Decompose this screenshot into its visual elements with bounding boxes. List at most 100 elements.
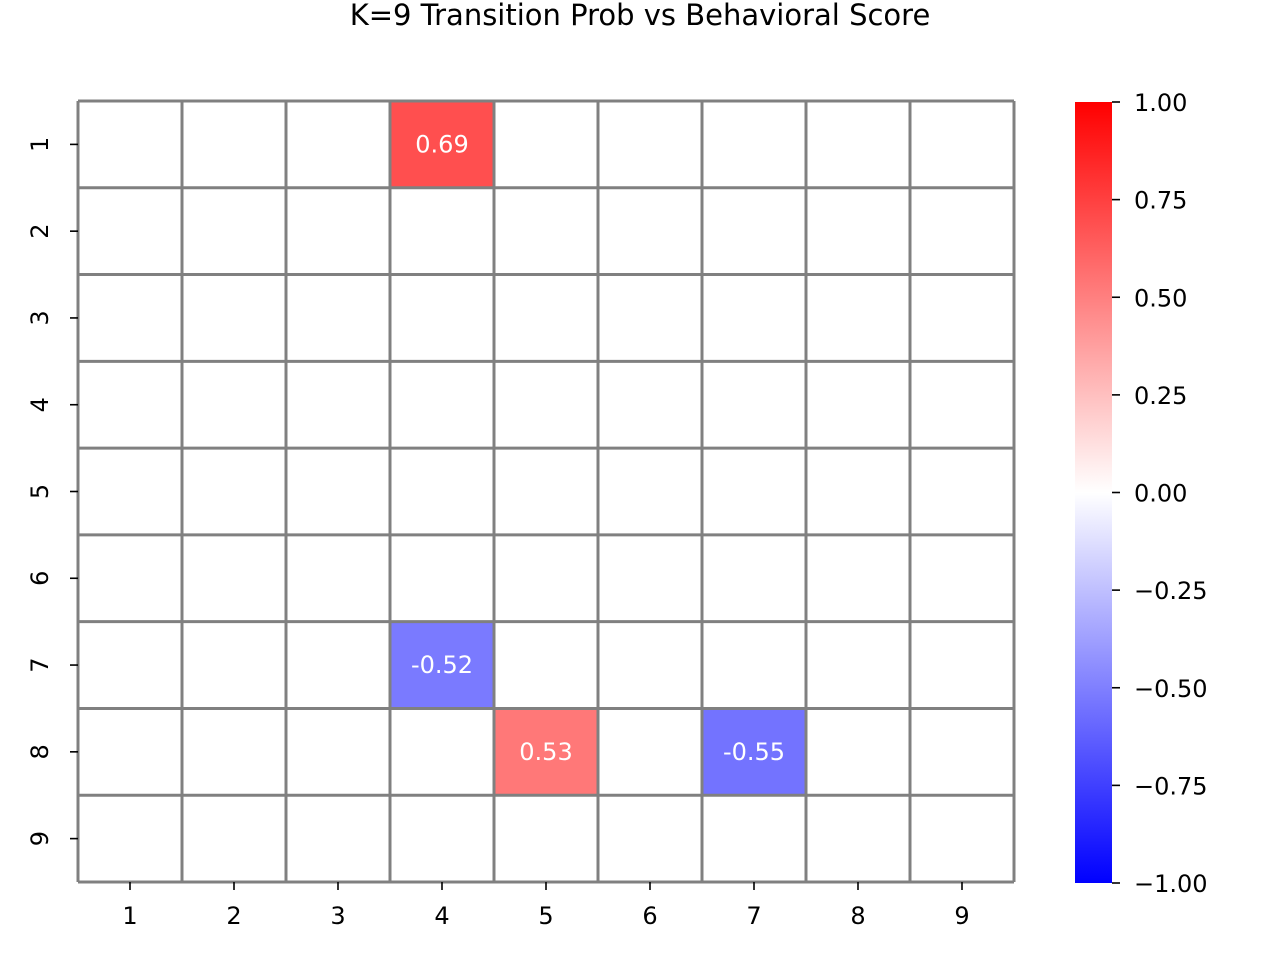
heatmap-cell-r2-c1 [78, 187, 182, 275]
heatmap-cell-r5-c8 [806, 448, 910, 535]
heatmap-cell-r1-c1 [78, 101, 182, 188]
heatmap-cell-r4-c7 [702, 361, 806, 449]
heatmap-cell-r2-c7 [702, 187, 806, 275]
heatmap-cell-r9-c6 [598, 795, 702, 882]
heatmap-cell-r9-c1 [78, 795, 182, 882]
x-tick-label: 3 [330, 902, 345, 930]
heatmap-cell-r4-c4 [390, 361, 494, 449]
heatmap-cell-r6-c1 [78, 534, 182, 622]
colorbar-tick-label: −1.00 [1134, 870, 1208, 898]
heatmap-cell-r1-c4 [390, 101, 494, 188]
heatmap-cell-r1-c7 [702, 101, 806, 188]
heatmap-cell-r6-c7 [702, 534, 806, 622]
heatmap-cell-r5-c4 [390, 448, 494, 535]
x-tick-label: 1 [122, 902, 137, 930]
heatmap-cell-r6-c2 [182, 534, 286, 622]
heatmap-cells [78, 101, 1014, 882]
heatmap-cell-r3-c6 [598, 274, 702, 362]
heatmap-cell-r3-c2 [182, 274, 286, 362]
heatmap-cell-labels: 0.69 -0.52 0.53 -0.55 [411, 130, 785, 765]
colorbar-tick-label: 0.25 [1134, 382, 1187, 410]
heatmap-cell-r7-c6 [598, 621, 702, 709]
heatmap-cell-r4-c6 [598, 361, 702, 449]
y-tick-label: 3 [26, 310, 54, 325]
heatmap-cell-r9-c5 [494, 795, 598, 882]
heatmap-cell-r7-c4 [390, 621, 494, 709]
x-tick-label: 5 [538, 902, 553, 930]
heatmap-cell-r4-c5 [494, 361, 598, 449]
cell-value-label: 0.69 [415, 130, 468, 158]
heatmap-cell-r3-c1 [78, 274, 182, 362]
x-tick-label: 9 [954, 902, 969, 930]
heatmap-cell-r9-c3 [286, 795, 390, 882]
heatmap-cell-r4-c2 [182, 361, 286, 449]
heatmap-cell-r7-c5 [494, 621, 598, 709]
heatmap-cell-r9-c7 [702, 795, 806, 882]
heatmap-cell-r3-c7 [702, 274, 806, 362]
y-tick-label: 5 [26, 484, 54, 499]
heatmap-cell-r5-c3 [286, 448, 390, 535]
heatmap-cell-r1-c3 [286, 101, 390, 188]
heatmap-cell-r5-c6 [598, 448, 702, 535]
heatmap-cell-r8-c7 [702, 708, 806, 796]
heatmap-cell-r7-c3 [286, 621, 390, 709]
colorbar-tick-label: 0.00 [1134, 480, 1187, 508]
cell-value-label: -0.55 [723, 738, 785, 766]
heatmap-cell-r9-c4 [390, 795, 494, 882]
x-tick-label: 2 [226, 902, 241, 930]
x-tick-label: 8 [850, 902, 865, 930]
x-axis-ticks: 1 2 3 4 5 6 7 8 9 [122, 882, 970, 930]
y-tick-label: 4 [26, 397, 54, 412]
heatmap-cell-r4-c8 [806, 361, 910, 449]
heatmap-cell-r3-c5 [494, 274, 598, 362]
heatmap-cell-r6-c9 [910, 534, 1014, 622]
heatmap-cell-r9-c2 [182, 795, 286, 882]
heatmap-cell-r6-c4 [390, 534, 494, 622]
heatmap-cell-r3-c8 [806, 274, 910, 362]
heatmap-cell-r9-c8 [806, 795, 910, 882]
heatmap-cell-r2-c6 [598, 187, 702, 275]
heatmap-cell-r2-c9 [910, 187, 1014, 275]
heatmap-cell-r5-c1 [78, 448, 182, 535]
heatmap-cell-r7-c7 [702, 621, 806, 709]
y-tick-label: 2 [26, 224, 54, 239]
heatmap-cell-r5-c7 [702, 448, 806, 535]
y-axis-ticks: 1 2 3 4 5 6 7 8 9 [26, 137, 78, 846]
heatmap-cell-r8-c4 [390, 708, 494, 796]
heatmap-cell-r6-c8 [806, 534, 910, 622]
heatmap-cell-r1-c9 [910, 101, 1014, 188]
colorbar-tick-label: −0.50 [1134, 675, 1208, 703]
y-tick-label: 6 [26, 571, 54, 586]
heatmap-cell-r6-c6 [598, 534, 702, 622]
x-tick-label: 6 [642, 902, 657, 930]
y-tick-label: 9 [26, 831, 54, 846]
colorbar-tick-label: 1.00 [1134, 89, 1187, 117]
heatmap-cell-r8-c1 [78, 708, 182, 796]
heatmap-cell-r8-c6 [598, 708, 702, 796]
heatmap-cell-r8-c9 [910, 708, 1014, 796]
heatmap-cell-r9-c9 [910, 795, 1014, 882]
heatmap-cell-r2-c5 [494, 187, 598, 275]
heatmap-cell-r1-c2 [182, 101, 286, 188]
colorbar-tick-label: −0.25 [1134, 577, 1208, 605]
colorbar [1075, 102, 1112, 883]
heatmap-cell-r1-c6 [598, 101, 702, 188]
heatmap-cell-r2-c4 [390, 187, 494, 275]
heatmap-cell-r2-c2 [182, 187, 286, 275]
heatmap-cell-r4-c3 [286, 361, 390, 449]
heatmap-cell-r8-c5 [494, 708, 598, 796]
heatmap-cell-r1-c5 [494, 101, 598, 188]
heatmap-cell-r3-c9 [910, 274, 1014, 362]
heatmap-cell-r8-c8 [806, 708, 910, 796]
heatmap-cell-r3-c3 [286, 274, 390, 362]
heatmap-cell-r7-c1 [78, 621, 182, 709]
x-tick-label: 7 [746, 902, 761, 930]
y-tick-label: 7 [26, 657, 54, 672]
y-tick-label: 8 [26, 744, 54, 759]
cell-value-label: -0.52 [411, 651, 473, 679]
heatmap-cell-r2-c3 [286, 187, 390, 275]
colorbar-tick-label: −0.75 [1134, 772, 1208, 800]
x-tick-label: 4 [434, 902, 449, 930]
chart-title: K=9 Transition Prob vs Behavioral Score [350, 0, 931, 32]
